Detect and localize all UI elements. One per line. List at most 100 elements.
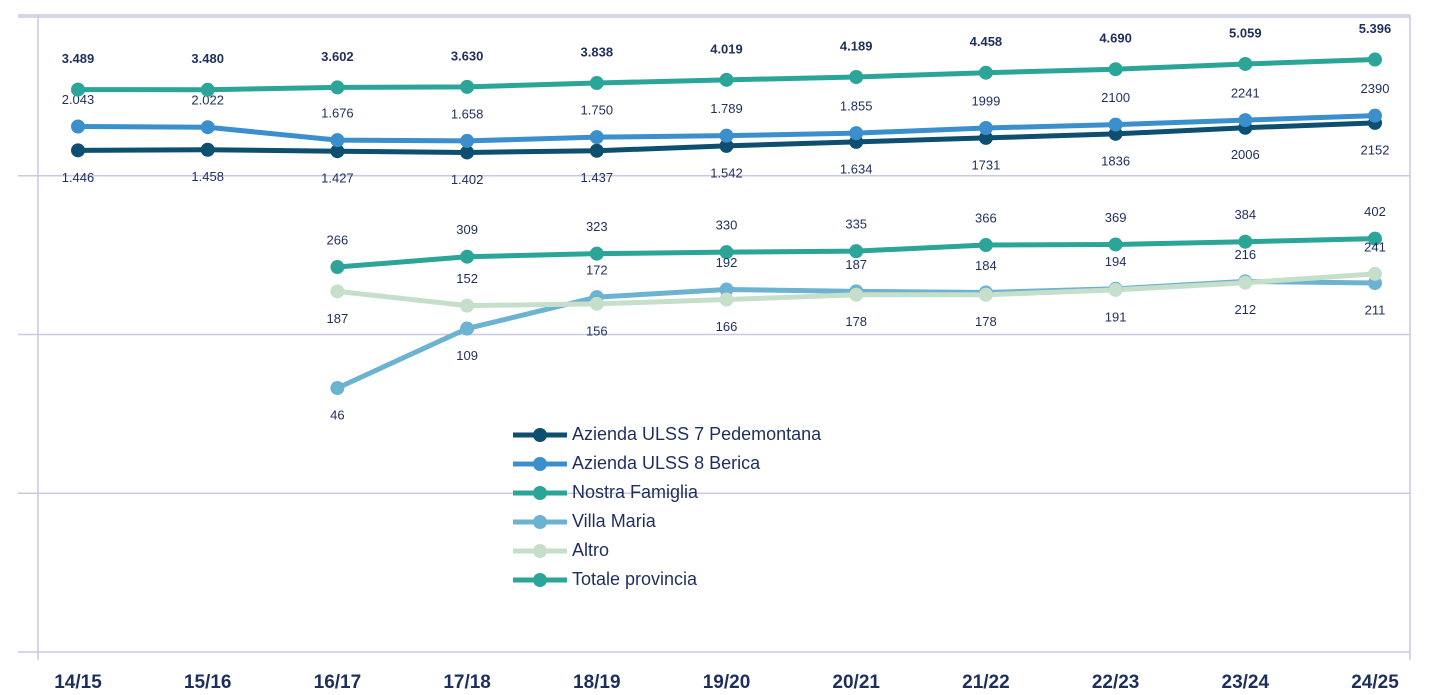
data-label: 194 — [1105, 254, 1127, 269]
data-label: 241 — [1364, 239, 1386, 254]
data-label: 384 — [1234, 207, 1256, 222]
point — [849, 69, 864, 84]
data-label: 184 — [975, 258, 997, 273]
point — [589, 76, 604, 91]
data-label: 1.427 — [321, 171, 354, 186]
point — [71, 143, 85, 158]
data-label: 309 — [456, 222, 478, 237]
data-label: 2241 — [1231, 86, 1260, 101]
data-label: 402 — [1364, 204, 1386, 219]
data-label: 1.789 — [710, 101, 743, 116]
data-label: 1.402 — [451, 172, 484, 187]
x-tick-label: 14/15 — [54, 672, 102, 693]
data-label: 192 — [716, 255, 738, 270]
data-label: 166 — [716, 319, 738, 334]
point — [1238, 56, 1253, 71]
data-label: 4.019 — [710, 41, 743, 56]
data-label: 1.634 — [840, 161, 873, 176]
data-label: 156 — [586, 323, 608, 338]
data-label: 2390 — [1361, 81, 1390, 96]
legend-marker — [533, 544, 547, 558]
data-label: 266 — [327, 232, 349, 247]
point — [460, 133, 475, 148]
data-label: 191 — [1105, 309, 1127, 324]
data-label: 5.396 — [1359, 21, 1392, 36]
legend-label: Villa Maria — [572, 511, 657, 531]
x-tick-label: 23/24 — [1222, 672, 1270, 693]
data-label: 323 — [586, 219, 608, 234]
data-label: 2152 — [1361, 142, 1390, 157]
point — [330, 381, 345, 396]
legend-marker — [533, 486, 547, 500]
point — [1108, 117, 1123, 132]
data-label: 1.458 — [191, 169, 224, 184]
data-label: 109 — [456, 348, 478, 363]
data-label: 3.602 — [321, 49, 354, 64]
data-label: 1999 — [971, 93, 1000, 108]
data-label: 1.855 — [840, 99, 873, 114]
data-label: 4.690 — [1099, 31, 1132, 46]
point — [1108, 282, 1123, 297]
point — [330, 260, 345, 275]
legend-label: Nostra Famiglia — [572, 482, 699, 502]
point — [719, 128, 734, 143]
point — [200, 82, 215, 97]
point — [1238, 113, 1253, 128]
point — [719, 245, 734, 260]
data-label: 1.542 — [710, 165, 743, 180]
point — [1368, 266, 1382, 281]
x-tick-label: 16/17 — [314, 672, 362, 693]
x-tick-label: 19/20 — [703, 672, 751, 693]
point — [330, 80, 345, 95]
data-label: 2100 — [1101, 90, 1130, 105]
legend-label: Azienda ULSS 8 Berica — [572, 453, 761, 473]
point — [978, 65, 993, 80]
point — [1238, 234, 1253, 249]
x-tick-label: 22/23 — [1092, 672, 1140, 693]
data-label: 3.480 — [191, 51, 224, 66]
data-label: 187 — [845, 257, 867, 272]
point — [589, 143, 604, 158]
point — [719, 282, 734, 297]
point — [719, 292, 734, 307]
frame — [18, 14, 1411, 660]
point — [200, 142, 215, 157]
data-label: 335 — [845, 217, 867, 232]
point — [589, 296, 604, 311]
data-label: 1836 — [1101, 153, 1130, 168]
point — [1238, 275, 1253, 290]
point — [460, 79, 475, 94]
point — [849, 126, 864, 141]
data-label: 3.630 — [451, 48, 484, 63]
point — [71, 119, 85, 134]
data-label: 5.059 — [1229, 25, 1262, 40]
legend-marker — [533, 428, 547, 442]
data-label: 1.676 — [321, 106, 354, 121]
data-label: 4.189 — [840, 38, 873, 53]
data-label: 1.750 — [581, 103, 614, 118]
x-tick-label: 21/22 — [962, 672, 1010, 693]
legend-marker — [533, 515, 547, 529]
point — [330, 284, 345, 299]
data-label: 1.658 — [451, 106, 484, 121]
point — [978, 120, 993, 135]
x-tick-label: 17/18 — [443, 672, 491, 693]
data-label: 366 — [975, 210, 997, 225]
data-label: 3.489 — [62, 51, 95, 66]
point — [719, 72, 734, 87]
data-label: 152 — [456, 271, 478, 286]
point — [71, 82, 85, 97]
data-label: 178 — [845, 314, 867, 329]
point — [460, 298, 475, 313]
point — [849, 244, 864, 259]
data-label: 2.022 — [191, 93, 224, 108]
x-tick-label: 15/16 — [184, 672, 232, 693]
data-label: 3.838 — [581, 44, 614, 59]
data-label: 2.043 — [62, 92, 95, 107]
data-label: 1.446 — [62, 170, 95, 185]
legend-marker — [533, 457, 547, 471]
legend-label: Azienda ULSS 7 Pedemontana — [572, 424, 822, 444]
data-label: 187 — [327, 311, 349, 326]
legend-label: Totale provincia — [572, 569, 698, 589]
